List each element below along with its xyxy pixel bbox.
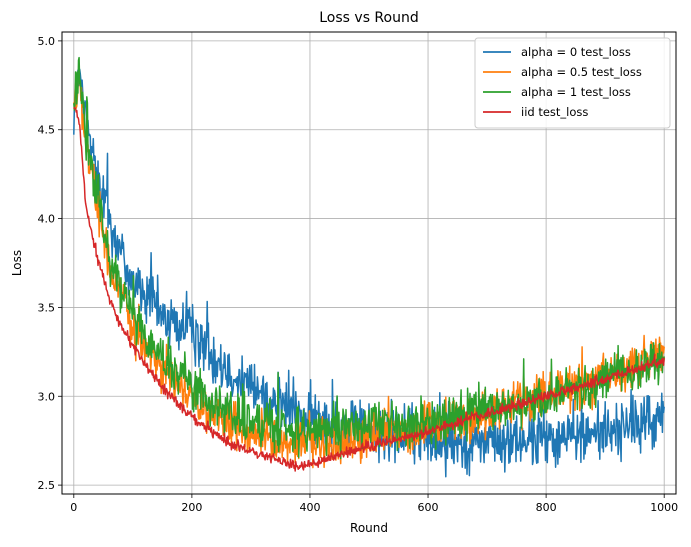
legend-entry: iid test_loss — [521, 105, 588, 119]
legend-entry: alpha = 1 test_loss — [521, 85, 631, 99]
series-line-0 — [73, 68, 665, 478]
x-tick-label: 400 — [299, 501, 320, 514]
x-tick-label: 800 — [536, 501, 557, 514]
series-line-3 — [73, 106, 665, 472]
y-tick-label: 4.5 — [38, 124, 56, 137]
y-tick-label: 3.0 — [38, 390, 56, 403]
plot-frame — [61, 31, 677, 495]
x-tick-label: 200 — [181, 501, 202, 514]
y-tick-label: 5.0 — [38, 35, 56, 48]
y-tick-label: 4.0 — [38, 213, 56, 226]
x-tick-label: 0 — [70, 501, 77, 514]
x-tick-label: 1000 — [650, 501, 678, 514]
chart-title: Loss vs Round — [319, 10, 418, 26]
x-axis-label: Round — [350, 521, 388, 535]
legend-entry: alpha = 0 test_loss — [521, 45, 631, 59]
x-tick-label: 600 — [418, 501, 439, 514]
axis-ticks: 0 200 400 600 800 1000 2.5 3.0 3.5 4.0 4.5 5.0 — [38, 35, 679, 514]
y-axis-label: Loss — [10, 250, 24, 276]
series-lines — [73, 56, 665, 478]
y-tick-label: 2.5 — [38, 479, 56, 492]
series-line-2 — [73, 56, 665, 460]
y-tick-label: 3.5 — [38, 301, 56, 314]
legend-entry: alpha = 0.5 test_loss — [521, 65, 642, 79]
legend-box — [474, 37, 671, 129]
